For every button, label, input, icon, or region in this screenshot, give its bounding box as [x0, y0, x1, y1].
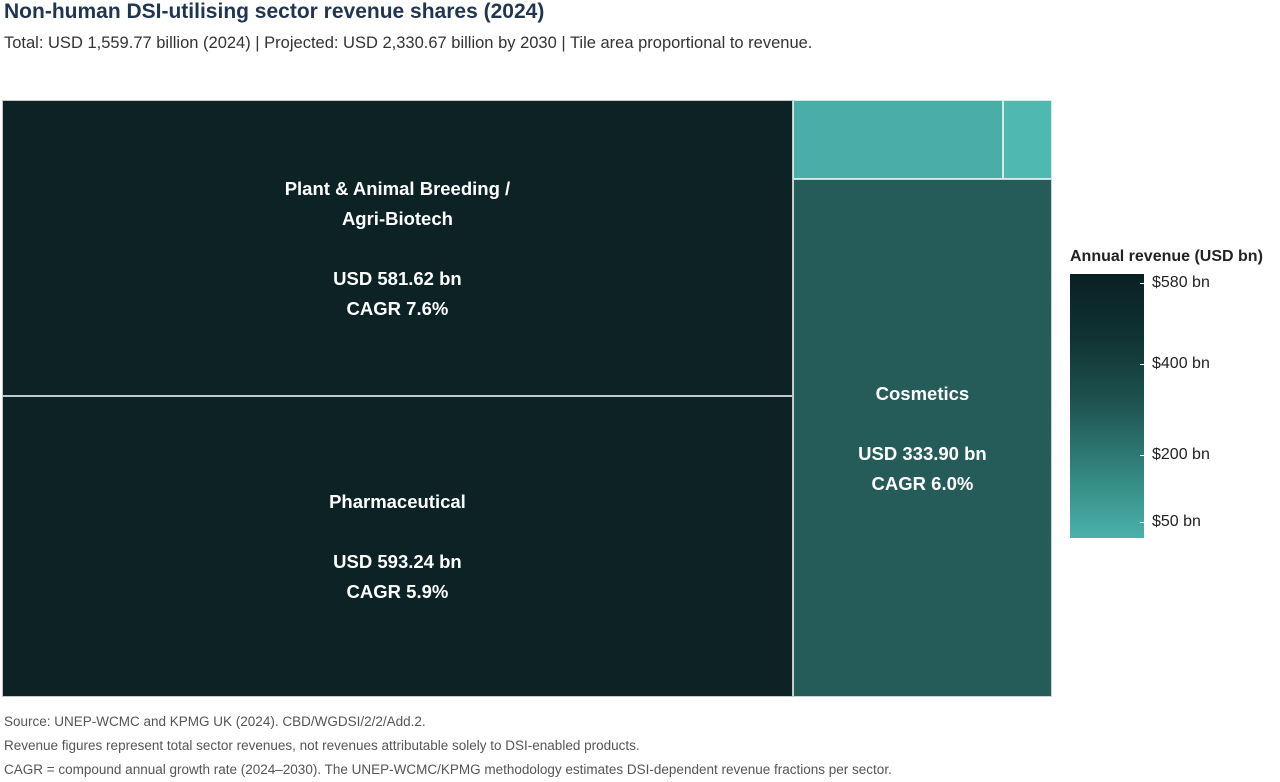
chart-title: Non-human DSI-utilising sector revenue s…: [4, 0, 545, 23]
legend-tick-label: $50 bn: [1152, 513, 1201, 531]
footnote-revenue-note: Revenue figures represent total sector r…: [4, 738, 640, 753]
footnote-source: Source: UNEP-WCMC and KPMG UK (2024). CB…: [4, 714, 426, 729]
tile-name-line: Agri-Biotech: [341, 207, 453, 229]
legend-tick-mark: [1140, 364, 1144, 366]
tile-plant-animal-breeding: Plant & Animal Breeding / Agri-Biotech USD…: [2, 100, 793, 396]
tile-label: Plant & Animal Breeding / Agri-Biotech USD…: [3, 174, 792, 324]
tile-pharmaceutical: Pharmaceutical USD 593.24 bn CAGR 5.9%: [2, 395, 793, 697]
color-legend: Annual revenue (USD bn) $580 bn $400 bn $2…: [1070, 248, 1280, 548]
tile-cagr: CAGR 7.6%: [346, 297, 449, 319]
tile-small-sector-a: [792, 100, 1003, 180]
tile-cagr: CAGR 5.9%: [346, 581, 449, 603]
treemap: Plant & Animal Breeding / Agri-Biotech USD…: [2, 100, 1052, 697]
tile-value: USD 593.24 bn: [333, 551, 462, 573]
footnote-cagr-note: CAGR = compound annual growth rate (2024…: [4, 762, 892, 777]
tile-name-line: Pharmaceutical: [329, 491, 466, 513]
tile-cagr: CAGR 6.0%: [871, 473, 974, 495]
legend-colorbar: [1070, 274, 1144, 538]
legend-tick-mark: [1140, 283, 1144, 285]
legend-tick-mark: [1140, 454, 1144, 456]
legend-tick-label: $200 bn: [1152, 445, 1210, 463]
tile-name-line: Plant & Animal Breeding /: [284, 177, 511, 199]
footnotes: Source: UNEP-WCMC and KPMG UK (2024). CB…: [4, 710, 892, 782]
tile-value: USD 333.90 bn: [858, 443, 987, 465]
tile-name-line: Cosmetics: [875, 383, 970, 405]
tile-small-sector-b: [1002, 100, 1052, 180]
tile-value: USD 581.62 bn: [333, 267, 462, 289]
tile-cosmetics: Cosmetics USD 333.90 bn CAGR 6.0%: [792, 179, 1052, 697]
chart-subtitle: Total: USD 1,559.77 billion (2024) | Pro…: [4, 34, 813, 52]
legend-title: Annual revenue (USD bn): [1070, 248, 1263, 265]
legend-tick-label: $400 bn: [1152, 355, 1210, 373]
tile-label: Pharmaceutical USD 593.24 bn CAGR 5.9%: [3, 487, 792, 607]
legend-tick-mark: [1140, 522, 1144, 524]
legend-tick-label: $580 bn: [1152, 274, 1210, 292]
tile-label: Cosmetics USD 333.90 bn CAGR 6.0%: [794, 379, 1051, 499]
